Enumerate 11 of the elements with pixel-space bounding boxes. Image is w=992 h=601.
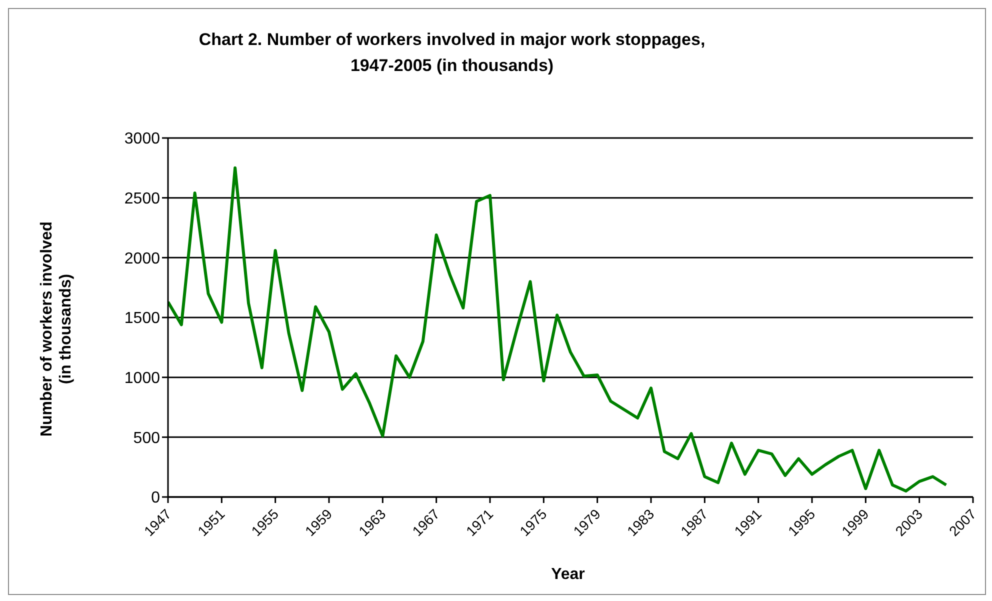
x-axis-title: Year (551, 566, 585, 583)
chart-title: Chart 2. Number of workers involved in major work stoppages, 1947-2005 (in thousands) (198, 29, 706, 77)
y-tick-label: 0 (151, 490, 160, 507)
y-tick-label: 2500 (124, 190, 160, 208)
y-tick-label: 3000 (124, 130, 160, 148)
y-tick-label: 1000 (124, 370, 160, 388)
y-tick-label: 2000 (124, 250, 160, 268)
y-tick-label: 1500 (124, 310, 160, 328)
y-axis-title: Number of workers involved (in thousands) (38, 221, 74, 437)
line-series (168, 166, 948, 493)
y-tick-label: 500 (133, 430, 160, 447)
